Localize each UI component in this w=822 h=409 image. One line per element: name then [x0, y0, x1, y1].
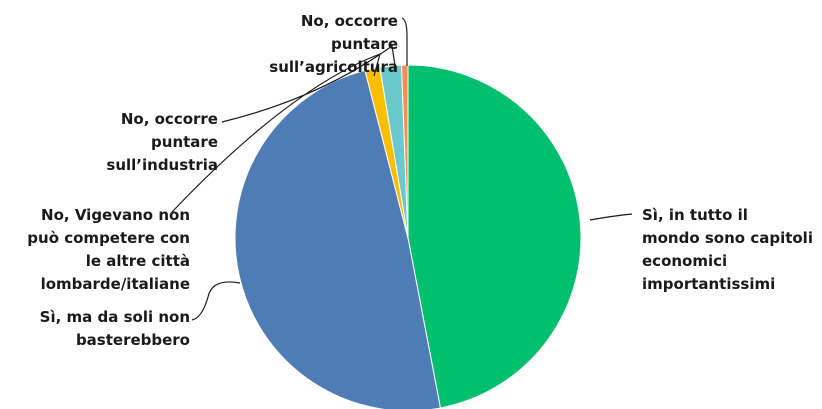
slice-label-2-line-2: le altre città [86, 252, 190, 270]
slice-label-2-line-3: lombarde/italiane [41, 275, 190, 293]
slice-label-4-line-1: puntare [331, 35, 398, 53]
pie-slices [235, 65, 581, 409]
slice-label-0: Sì, in tutto il mondo sono capitoli econom… [642, 206, 813, 293]
slice-label-0-line-1: mondo sono capitoli [642, 229, 813, 247]
slice-label-2-line-1: può competere con [27, 229, 190, 247]
slice-label-4-line-0: No, occorre [301, 12, 398, 30]
slice-label-3-line-1: puntare [151, 133, 218, 151]
slice-label-3-line-2: sull’industria [106, 156, 218, 174]
slice-label-1-line-1: basterebbero [76, 331, 190, 349]
slice-label-2-line-0: No, Vigevano non [41, 206, 190, 224]
pie-slice-0 [408, 65, 581, 408]
slice-label-4-line-2: sull’agricoltura [269, 58, 398, 76]
slice-label-0-line-2: economici [642, 252, 727, 270]
slice-label-1-line-0: Sì, ma da soli non [40, 308, 190, 326]
slice-label-2: No, Vigevano non può competere con le altr… [27, 206, 190, 293]
slice-label-0-line-3: importantissimi [642, 275, 775, 293]
slice-label-0-line-0: Sì, in tutto il [642, 206, 748, 224]
leader-line-1 [192, 282, 240, 320]
leader-line-0 [590, 214, 632, 220]
slice-label-3-line-0: No, occorre [121, 110, 218, 128]
slice-label-3: No, occorre puntare sull’industria [106, 110, 218, 174]
slice-label-4: No, occorre puntare sull’agricoltura [269, 12, 398, 76]
leader-line-4 [402, 18, 407, 66]
slice-label-1: Sì, ma da soli non basterebbero [40, 308, 190, 349]
